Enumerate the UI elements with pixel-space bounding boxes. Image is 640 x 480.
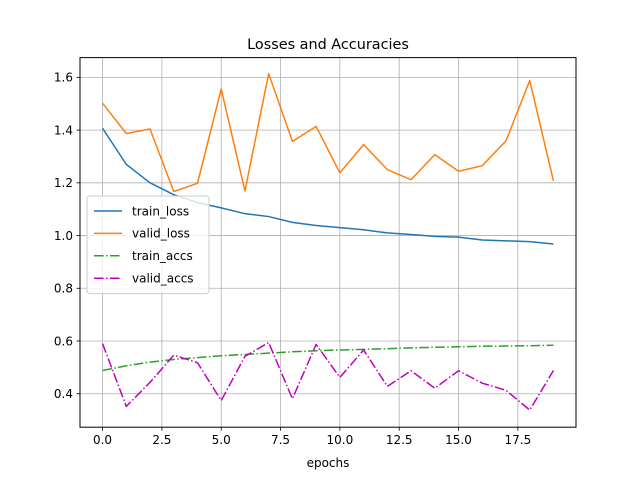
plot-frame xyxy=(79,57,577,428)
chart-title: Losses and Accuracies xyxy=(247,37,409,53)
y-tick-label: 1.6 xyxy=(54,71,73,85)
x-tick-label: 15.0 xyxy=(445,433,472,447)
legend-label: train_loss xyxy=(132,204,189,218)
x-tick-label: 7.5 xyxy=(271,433,290,447)
x-axis-ticks: 0.0 2.5 5.0 7.5 10.0 12.5 15.0 17.5 xyxy=(93,427,531,447)
legend-label: valid_accs xyxy=(132,272,194,286)
x-tick-label: 10.0 xyxy=(327,433,354,447)
legend: train_loss valid_loss train_accs valid_accs xyxy=(86,195,210,295)
series-line-valid-accs xyxy=(101,341,555,411)
y-axis-ticks: 0.4 0.6 0.8 1.0 1.2 1.4 1.6 xyxy=(54,71,80,401)
series-line-train-accs xyxy=(102,344,554,372)
x-tick-label: 17.5 xyxy=(504,433,531,447)
y-tick-label: 0.6 xyxy=(54,334,73,348)
y-tick-label: 1.2 xyxy=(54,176,73,190)
y-tick-label: 0.4 xyxy=(54,387,73,401)
x-tick-label: 5.0 xyxy=(212,433,231,447)
x-axis-label: epochs xyxy=(307,456,350,470)
y-tick-label: 1.4 xyxy=(54,123,73,137)
y-tick-label: 0.8 xyxy=(54,282,73,296)
legend-label: valid_loss xyxy=(132,227,190,241)
x-tick-label: 12.5 xyxy=(386,433,413,447)
x-tick-label: 2.5 xyxy=(152,433,171,447)
legend-label: train_accs xyxy=(132,249,193,263)
series-line-valid-loss xyxy=(101,72,555,193)
y-tick-label: 1.0 xyxy=(54,229,73,243)
legend-box xyxy=(86,195,210,295)
x-tick-label: 0.0 xyxy=(93,433,112,447)
